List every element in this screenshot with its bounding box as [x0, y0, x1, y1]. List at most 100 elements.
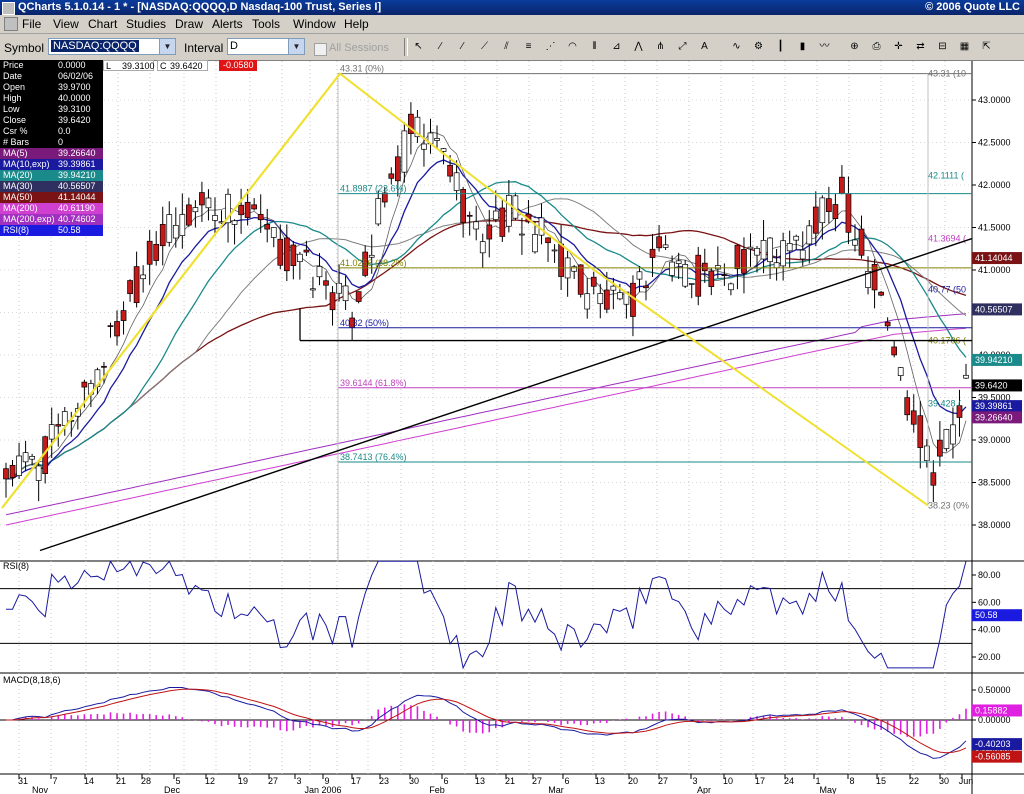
speed-line-icon[interactable]: ⋀ — [634, 41, 643, 52]
export-icon[interactable]: ⇱ — [982, 41, 991, 52]
menu-studies[interactable]: Studies — [126, 17, 167, 31]
info-row: MA(200) 40.61190 — [0, 203, 103, 214]
candle — [342, 285, 349, 302]
fib-level-label: 41.0256 (38.2%) — [340, 258, 407, 268]
price-axis-label: 39.0000 — [978, 435, 1011, 445]
app-icon[interactable] — [2, 2, 15, 15]
info-label: Csr % — [3, 126, 28, 136]
macd-line — [5, 687, 967, 759]
menu-file[interactable]: File — [22, 17, 42, 31]
candle — [303, 249, 310, 253]
price-tag-text: 39.26640 — [975, 412, 1013, 422]
info-row: High 40.0000 — [0, 93, 103, 104]
fib-level-label: 40.32 (50%) — [340, 318, 389, 328]
chart-settings-icon[interactable]: ⚙ — [754, 41, 763, 52]
info-row: Low 39.3100 — [0, 104, 103, 115]
document-icon[interactable] — [4, 17, 18, 31]
candle — [140, 274, 146, 280]
x-axis-day-label: Jun — [959, 776, 974, 786]
chevron-down-icon[interactable]: ▼ — [159, 39, 175, 54]
candle — [714, 265, 721, 270]
price-tag — [972, 411, 1022, 424]
chart-svg[interactable]: 43.0000 42.5000 42.0000 41.5000 41.0000 40.00… — [0, 61, 1024, 794]
text-icon[interactable]: A — [701, 41, 708, 52]
toolbar-separator — [404, 38, 408, 56]
x-axis-day-label: 23 — [379, 776, 389, 786]
all-sessions-checkbox[interactable] — [314, 43, 327, 56]
info-value: 39.39861 — [58, 159, 96, 169]
ray-icon[interactable]: ∕ — [461, 41, 464, 52]
x-axis-month-label: Nov — [32, 785, 49, 794]
candle — [329, 292, 336, 311]
candle — [669, 261, 675, 276]
menu-help[interactable]: Help — [344, 17, 369, 31]
gann-icon[interactable]: ⊿ — [612, 41, 621, 52]
candle — [584, 293, 591, 310]
line-icon[interactable]: ∕ — [439, 41, 442, 52]
crosshair-icon[interactable]: ✛ — [894, 41, 903, 52]
x-axis-month-label: Apr — [697, 785, 711, 794]
symbol-label: Symbol — [4, 41, 45, 55]
rsi-line — [6, 560, 967, 670]
candle — [114, 321, 120, 337]
print-icon[interactable]: ⎙ — [872, 41, 881, 52]
zoom-icon[interactable]: ⊕ — [850, 41, 859, 52]
menu-alerts[interactable]: Alerts — [212, 17, 243, 31]
candle — [492, 210, 499, 220]
regression-icon[interactable]: ⤢ — [678, 41, 687, 52]
line-style-icon[interactable]: 〰 — [819, 41, 830, 52]
chart-background — [0, 61, 1024, 794]
menu-tools[interactable]: Tools — [252, 17, 281, 31]
menu-chart[interactable]: Chart — [88, 17, 118, 31]
pointer-icon[interactable]: ↖ — [414, 41, 423, 52]
fib-fan-icon[interactable]: ⋰ — [545, 41, 556, 52]
bar-style-icon[interactable]: ┃ — [777, 41, 784, 52]
channel-icon[interactable]: ⫽ — [504, 41, 509, 52]
grid-icon[interactable]: ▦ — [959, 41, 970, 52]
candle — [858, 228, 865, 256]
andrews-pitchfork-icon[interactable]: ⋔ — [656, 41, 665, 52]
info-label: MA(200,exp) — [3, 214, 55, 224]
candle — [355, 291, 362, 302]
candle — [839, 176, 845, 194]
candle — [3, 468, 9, 480]
chevron-down-icon[interactable]: ▼ — [288, 39, 304, 54]
menu-view[interactable]: View — [53, 17, 79, 31]
candle-style-icon[interactable]: ▮ — [799, 41, 806, 52]
candle — [656, 236, 662, 249]
candle — [721, 274, 728, 277]
window-title: QCharts 5.1.0.14 - 1 * - [NASDAQ:QQQQ,D … — [18, 1, 382, 13]
x-axis-day-label: 20 — [628, 776, 638, 786]
candle — [649, 248, 656, 258]
candle — [440, 148, 447, 152]
candle — [950, 424, 956, 445]
candle — [590, 276, 597, 287]
info-label: MA(10,exp) — [3, 159, 50, 169]
cycle-icon[interactable]: ∿ — [732, 41, 741, 52]
macd-axis-label: 0.50000 — [978, 685, 1011, 695]
candle — [310, 288, 316, 291]
candle — [375, 198, 382, 225]
menu-window[interactable]: Window — [293, 17, 336, 31]
info-row: Close 39.6420 — [0, 115, 103, 126]
price-axis-label: 43.0000 — [978, 95, 1011, 105]
fib-retracement-icon[interactable]: ≡ — [525, 41, 532, 52]
fib-arc-icon[interactable]: ◠ — [568, 41, 577, 52]
x-axis-day-label: 21 — [505, 776, 515, 786]
info-value: 41.14044 — [58, 192, 96, 202]
chart-area[interactable]: 43.0000 42.5000 42.0000 41.5000 41.0000 40.00… — [0, 61, 1024, 794]
fib-time-icon[interactable]: ⫴ — [592, 41, 597, 52]
info-label: Price — [3, 60, 24, 70]
menu-bar: File View Chart Studies Draw Alerts Tool… — [0, 15, 1024, 34]
candle — [558, 243, 564, 277]
rsi-axis-label: 40.00 — [978, 625, 1001, 635]
compare-icon[interactable]: ⇄ — [916, 41, 925, 52]
candle — [551, 249, 558, 252]
symbol-combo[interactable]: NASDAQ:QQQQ ▼ — [48, 38, 176, 55]
price-axis-label: 38.5000 — [978, 478, 1011, 488]
split-icon[interactable]: ⊟ — [938, 41, 947, 52]
interval-combo[interactable]: D ▼ — [227, 38, 305, 55]
menu-draw[interactable]: Draw — [175, 17, 204, 31]
extended-line-icon[interactable]: ⟋ — [481, 41, 488, 52]
candle — [316, 266, 323, 278]
